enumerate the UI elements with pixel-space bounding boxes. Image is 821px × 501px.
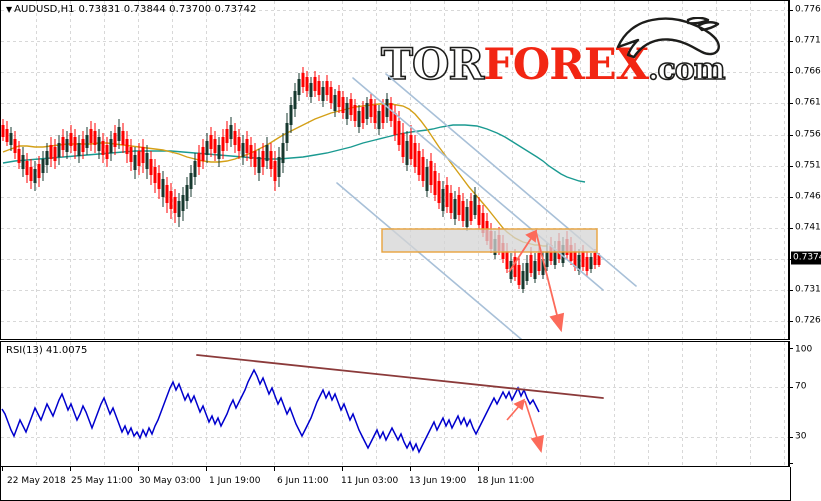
rsi-axis[interactable]: 100 70 30 <box>789 341 821 467</box>
time-axis-label: 11 Jun 03:00 <box>341 476 399 486</box>
price-tick <box>789 103 793 104</box>
time-tick <box>2 467 3 471</box>
rsi-grid <box>1 342 788 466</box>
time-axis-label: 1 Jun 19:00 <box>209 476 261 486</box>
price-tick <box>789 41 793 42</box>
time-tick <box>70 467 71 471</box>
channel-upper-line <box>352 77 604 291</box>
price-tick <box>789 166 793 167</box>
rsi-forecast-arrow-down-shaft <box>524 400 539 442</box>
price-tick-label: 0.74650 <box>795 191 821 202</box>
price-chart-panel[interactable]: TORFOREX.com <box>0 0 789 340</box>
time-axis-label: 30 May 03:00 <box>139 476 201 486</box>
price-tick-label: 0.74140 <box>795 222 821 233</box>
rsi-chart-canvas <box>1 342 788 466</box>
price-axis[interactable]: 0.77695 0.77185 0.76675 0.76165 0.75655 … <box>789 0 821 340</box>
price-tick-label: 0.75655 <box>795 129 821 140</box>
rsi-tick-label: 100 <box>795 344 813 355</box>
symbol-header: ▼ AUDUSD,H1 0.73831 0.73844 0.73700 0.7374… <box>6 4 257 15</box>
rsi-tick <box>789 348 793 349</box>
price-chart-canvas: TORFOREX.com <box>1 1 788 339</box>
rsi-tick <box>789 437 793 438</box>
forecast-arrows[interactable] <box>508 229 565 333</box>
price-tick-label: 0.77695 <box>795 4 821 15</box>
price-tick-label: 0.76165 <box>795 97 821 108</box>
forecast-arrow-up-shaft <box>508 236 533 273</box>
forecast-arrow-down-head <box>549 312 565 333</box>
time-axis-label: 13 Jun 19:00 <box>409 476 467 486</box>
price-tick <box>789 290 793 291</box>
price-tick-label: 0.73120 <box>795 284 821 295</box>
time-tick <box>274 467 275 471</box>
price-axis-spine <box>789 0 790 340</box>
price-tick <box>789 197 793 198</box>
symbol-period-label: AUDUSD,H1 <box>14 4 75 15</box>
time-axis[interactable]: 22 May 2018 25 May 11:00 30 May 03:00 1 … <box>0 467 791 501</box>
price-tick <box>789 321 793 322</box>
time-tick <box>410 467 411 471</box>
time-axis-label: 18 Jun 11:00 <box>477 476 535 486</box>
price-tick-label: 0.76675 <box>795 66 821 77</box>
rsi-series-layer <box>1 354 604 454</box>
rsi-line <box>1 368 540 454</box>
price-tick-label: 0.72625 <box>795 315 821 326</box>
price-tick-label: 0.75160 <box>795 160 821 171</box>
rsi-tick-label: 30 <box>795 431 807 442</box>
rsi-forecast-arrow-up-head <box>513 398 526 411</box>
rsi-label: RSI(13) 41.0075 <box>6 345 88 356</box>
time-axis-label: 25 May 11:00 <box>71 476 133 486</box>
time-tick <box>206 467 207 471</box>
price-tick <box>789 10 793 11</box>
time-axis-label: 6 Jun 11:00 <box>277 476 329 486</box>
price-tick <box>789 72 793 73</box>
price-tick-label: 0.77185 <box>795 35 821 46</box>
resistance-zone-rectangle[interactable] <box>381 228 598 253</box>
forecast-arrow-up-head <box>525 229 538 243</box>
rsi-forecast-arrows[interactable] <box>506 398 544 454</box>
time-tick <box>342 467 343 471</box>
time-axis-label: 22 May 2018 <box>7 476 66 486</box>
current-price-badge: 0.73742 <box>791 251 821 265</box>
forecast-arrow-down-shaft <box>535 231 559 320</box>
chevron-down-icon[interactable]: ▼ <box>6 5 13 14</box>
rsi-tick-label: 70 <box>795 381 807 392</box>
rsi-tick <box>789 463 793 464</box>
time-tick <box>138 467 139 471</box>
rsi-axis-spine <box>789 341 790 467</box>
channel-lower-line <box>336 182 523 339</box>
rsi-tick <box>789 387 793 388</box>
rsi-forecast-arrow-down-head <box>530 434 544 454</box>
ohlc-values: 0.73831 0.73844 0.73700 0.73742 <box>78 4 257 15</box>
time-tick <box>478 467 479 471</box>
rsi-trendline[interactable] <box>196 354 604 399</box>
price-tick <box>789 228 793 229</box>
price-tick <box>789 135 793 136</box>
rsi-chart-panel[interactable]: RSI(13) 41.0075 <box>0 341 789 467</box>
price-series-layer <box>1 67 637 339</box>
rsi-forecast-arrow-up-shaft <box>506 404 521 421</box>
